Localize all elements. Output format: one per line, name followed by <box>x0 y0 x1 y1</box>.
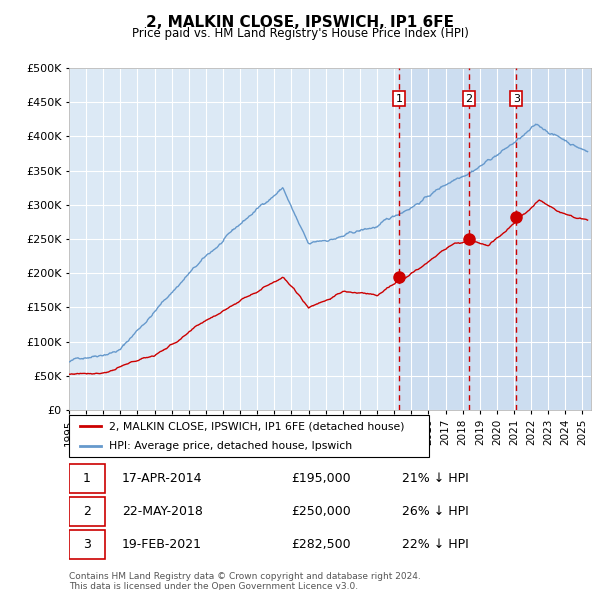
FancyBboxPatch shape <box>69 530 105 559</box>
Text: 21% ↓ HPI: 21% ↓ HPI <box>401 472 469 486</box>
Text: 2: 2 <box>466 94 473 104</box>
Text: 22% ↓ HPI: 22% ↓ HPI <box>401 538 469 552</box>
Text: £282,500: £282,500 <box>291 538 350 552</box>
Bar <box>399 68 600 410</box>
Text: £250,000: £250,000 <box>291 505 350 519</box>
FancyBboxPatch shape <box>69 415 429 457</box>
Text: Price paid vs. HM Land Registry's House Price Index (HPI): Price paid vs. HM Land Registry's House … <box>131 27 469 40</box>
FancyBboxPatch shape <box>69 464 105 493</box>
Text: 2, MALKIN CLOSE, IPSWICH, IP1 6FE (detached house): 2, MALKIN CLOSE, IPSWICH, IP1 6FE (detac… <box>109 421 404 431</box>
Text: 2, MALKIN CLOSE, IPSWICH, IP1 6FE: 2, MALKIN CLOSE, IPSWICH, IP1 6FE <box>146 15 454 30</box>
Text: 1: 1 <box>395 94 403 104</box>
Text: HPI: Average price, detached house, Ipswich: HPI: Average price, detached house, Ipsw… <box>109 441 352 451</box>
Text: 3: 3 <box>513 94 520 104</box>
Text: 17-APR-2014: 17-APR-2014 <box>122 472 202 486</box>
Text: 2: 2 <box>83 505 91 519</box>
Text: 1: 1 <box>83 472 91 486</box>
Text: This data is licensed under the Open Government Licence v3.0.: This data is licensed under the Open Gov… <box>69 582 358 590</box>
Text: 3: 3 <box>83 538 91 552</box>
Text: 26% ↓ HPI: 26% ↓ HPI <box>401 505 469 519</box>
Text: 22-MAY-2018: 22-MAY-2018 <box>122 505 203 519</box>
Text: 19-FEB-2021: 19-FEB-2021 <box>122 538 202 552</box>
FancyBboxPatch shape <box>69 497 105 526</box>
Text: Contains HM Land Registry data © Crown copyright and database right 2024.: Contains HM Land Registry data © Crown c… <box>69 572 421 581</box>
Text: £195,000: £195,000 <box>291 472 350 486</box>
